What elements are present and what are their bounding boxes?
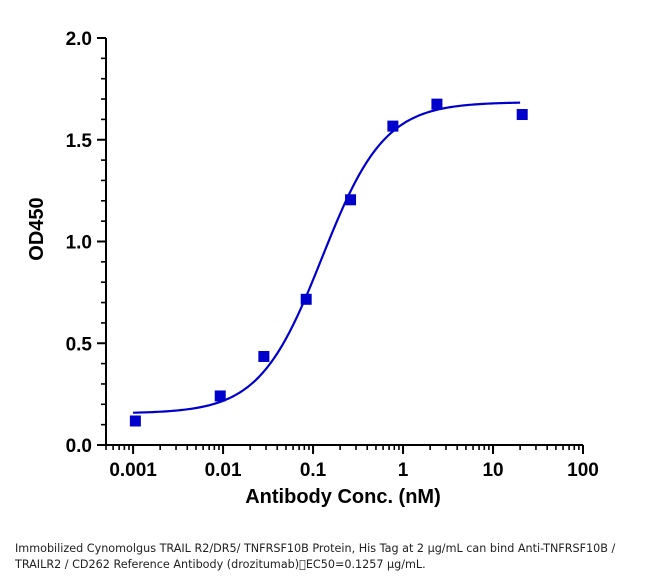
data-point [214,390,226,402]
x-tick-label: 1 [398,460,409,481]
y-tick-label: 0.0 [66,436,92,457]
data-point [387,120,399,132]
data-point [345,194,357,206]
y-tick-label: 1.5 [66,131,93,152]
data-point [129,415,141,427]
y-tick-label: 0.5 [66,334,93,355]
figure-caption: Immobilized Cynomolgus TRAIL R2/DR5/ TNF… [15,542,616,571]
y-axis: 0.0 0.5 1.0 1.5 2.0 [66,29,107,457]
data-point [300,293,312,305]
data-point [431,98,443,110]
y-tick-label: 1.0 [66,233,92,254]
y-axis-title: OD450 [26,197,48,260]
data-point [258,350,270,362]
x-tick-label: 10 [482,460,503,481]
x-axis-title: Antibody Conc. (nM) [245,486,441,508]
dose-response-chart: 0.0 0.5 1.0 1.5 2.0 0.001 0.01 0.1 1 10 100 Antib… [26,29,599,508]
data-points [129,98,528,427]
y-tick-label: 2.0 [66,29,92,50]
x-tick-label: 0.1 [300,460,327,481]
x-tick-label: 0.01 [205,460,242,481]
x-tick-label: 100 [567,460,599,481]
data-point [516,109,528,121]
x-axis: 0.001 0.01 0.1 1 10 100 [105,444,599,481]
fit-curve [133,101,521,414]
x-tick-label: 0.001 [109,460,157,481]
